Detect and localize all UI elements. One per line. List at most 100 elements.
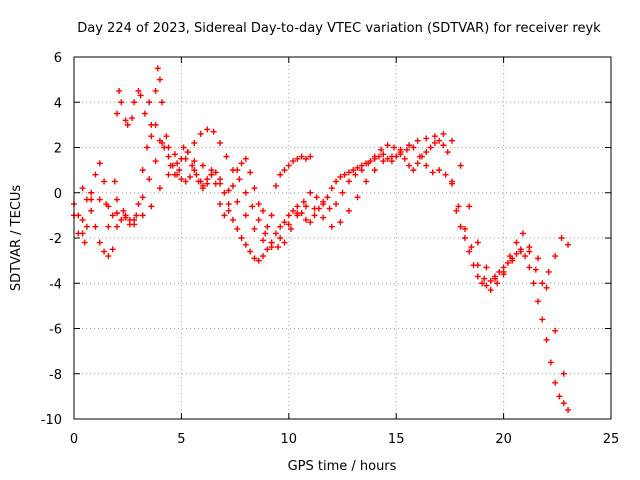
data-point — [534, 298, 541, 305]
data-point — [337, 173, 344, 180]
data-point — [92, 171, 99, 178]
data-point — [414, 137, 421, 144]
data-point — [176, 167, 183, 174]
data-point — [238, 160, 245, 167]
data-point — [221, 212, 228, 219]
data-point — [191, 158, 198, 165]
data-point — [225, 187, 232, 194]
data-point — [483, 282, 490, 289]
data-point — [135, 87, 142, 94]
y-axis-label: SDTVAR / TECUs — [9, 185, 24, 292]
data-point — [260, 237, 267, 244]
data-point — [152, 158, 159, 165]
data-point — [483, 264, 490, 271]
data-point — [522, 253, 529, 260]
data-point — [410, 144, 417, 151]
data-point — [208, 171, 215, 178]
data-point — [436, 137, 443, 144]
data-point — [217, 180, 224, 187]
data-point — [221, 189, 228, 196]
data-point — [431, 133, 438, 140]
data-point — [144, 144, 151, 151]
data-point — [513, 239, 520, 246]
data-point — [159, 99, 166, 106]
data-point — [229, 167, 236, 174]
y-tick-label: -4 — [49, 277, 62, 292]
data-point — [302, 203, 309, 210]
data-point — [517, 246, 524, 253]
data-point — [174, 160, 181, 167]
data-point — [182, 178, 189, 185]
data-point — [504, 259, 511, 266]
data-point — [427, 144, 434, 151]
y-tick-label: 6 — [54, 51, 62, 66]
data-point — [423, 135, 430, 142]
data-point — [277, 223, 284, 230]
y-tick-label: 2 — [54, 142, 62, 157]
data-point — [307, 189, 314, 196]
data-point — [105, 223, 112, 230]
data-marks — [71, 65, 572, 413]
data-point — [236, 176, 243, 183]
data-point — [242, 212, 249, 219]
series-3 — [113, 126, 572, 294]
data-point — [120, 207, 127, 214]
data-point — [307, 219, 314, 226]
data-point — [122, 214, 129, 221]
data-point — [294, 203, 301, 210]
data-point — [380, 151, 387, 158]
data-point — [146, 176, 153, 183]
data-point — [281, 219, 288, 226]
data-point — [543, 336, 550, 343]
data-point — [371, 153, 378, 160]
data-point — [223, 153, 230, 160]
data-point — [191, 139, 198, 146]
data-point — [146, 99, 153, 106]
data-point — [307, 153, 314, 160]
data-point — [272, 230, 279, 237]
series-1 — [71, 65, 314, 246]
data-point — [75, 230, 82, 237]
data-point — [333, 201, 340, 208]
series-4 — [79, 130, 567, 377]
data-point — [406, 162, 413, 169]
data-point — [251, 185, 258, 192]
data-point — [311, 212, 318, 219]
data-point — [281, 167, 288, 174]
data-point — [260, 253, 267, 260]
data-point — [88, 207, 95, 214]
y-tick-label: -8 — [49, 368, 62, 383]
data-point — [238, 235, 245, 241]
data-point — [507, 253, 514, 260]
data-point — [109, 246, 116, 253]
data-point — [547, 359, 554, 366]
data-point — [148, 203, 155, 210]
data-point — [79, 185, 86, 192]
data-point — [294, 210, 301, 217]
data-point — [444, 149, 451, 156]
data-point — [500, 271, 507, 278]
data-point — [539, 280, 546, 287]
x-tick-label: 0 — [70, 432, 78, 447]
data-point — [371, 167, 378, 174]
x-tick-label: 15 — [388, 432, 405, 447]
data-point — [229, 182, 236, 189]
data-point — [410, 167, 417, 174]
data-point — [101, 248, 108, 255]
data-point — [191, 167, 198, 174]
data-point — [423, 149, 430, 156]
data-point — [365, 160, 372, 167]
data-point — [388, 153, 395, 160]
data-point — [118, 216, 125, 223]
data-point — [247, 169, 254, 176]
data-point — [251, 255, 258, 262]
data-point — [109, 212, 116, 219]
data-point — [494, 280, 501, 287]
data-point — [539, 316, 546, 323]
data-point — [242, 189, 249, 196]
data-point — [519, 230, 526, 237]
data-point — [436, 167, 443, 174]
data-point — [285, 162, 292, 169]
data-point — [526, 244, 533, 251]
